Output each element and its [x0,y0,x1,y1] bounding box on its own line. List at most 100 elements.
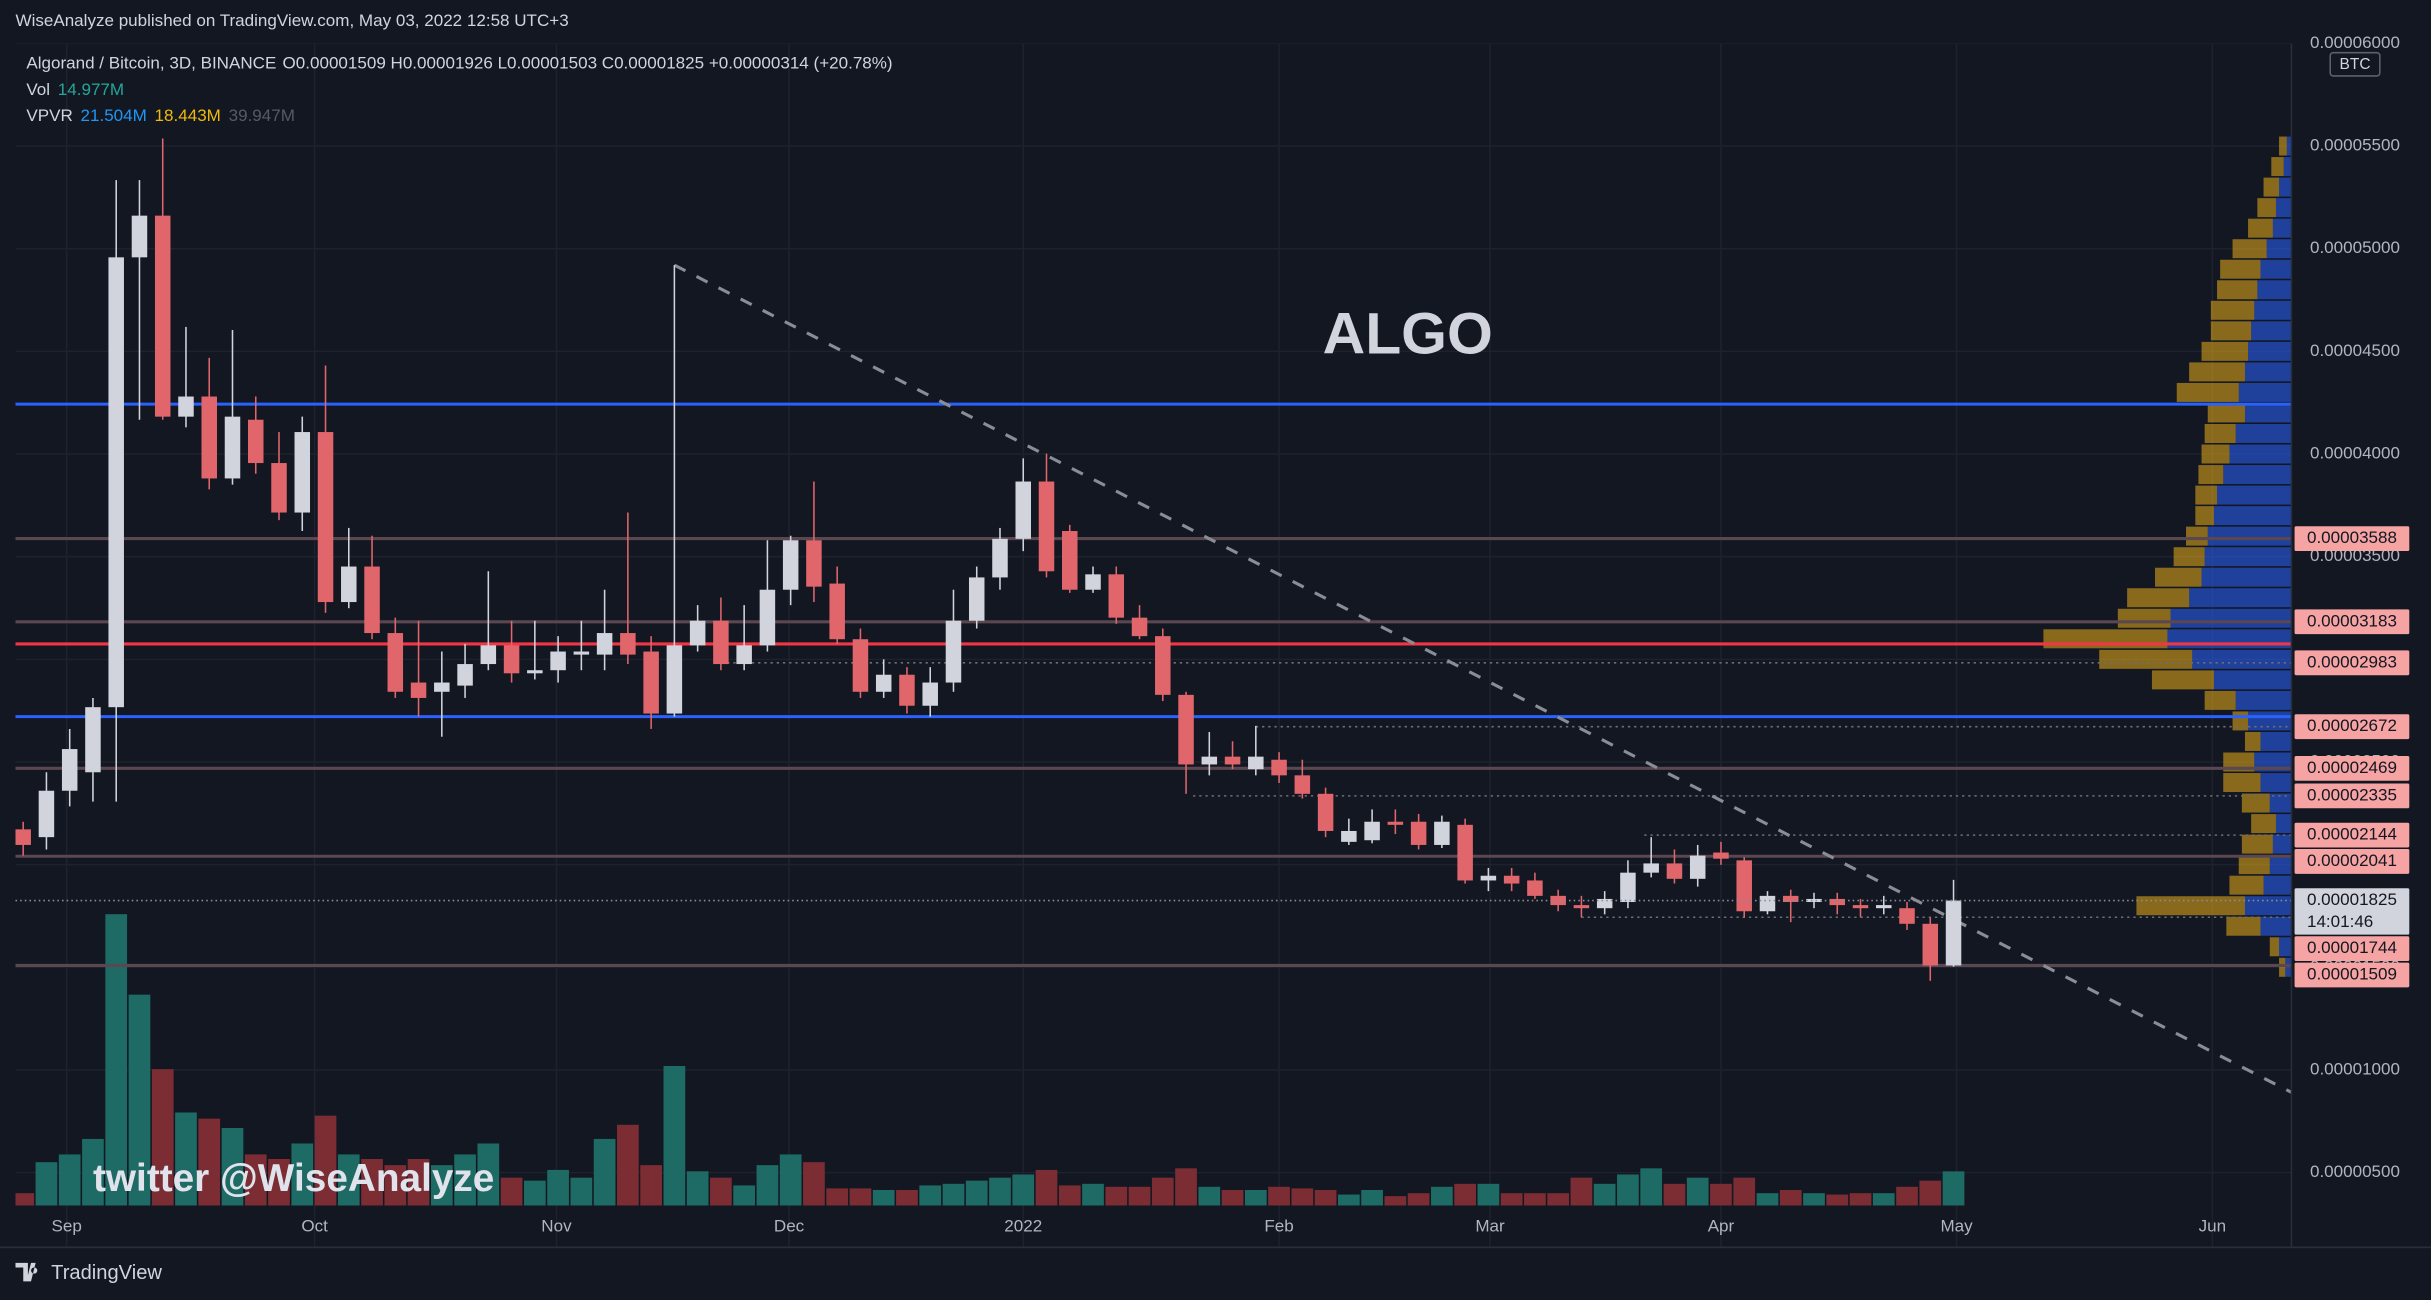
volume-bar [1919,1180,1942,1206]
profile-up [2275,814,2292,834]
candle-body [154,215,171,417]
profile-down [2173,547,2205,567]
candle-body [1155,636,1171,695]
profile-up [2257,280,2292,300]
profile-down [2217,280,2258,300]
volume-bar [175,1112,197,1206]
x-tick-label: 2022 [1004,1217,1042,1236]
profile-up [2189,588,2292,608]
volume-bar [1710,1183,1732,1206]
volume-bar [1896,1186,1918,1206]
profile-up [2204,547,2292,567]
vpvr-up: 21.504M [81,106,147,125]
volume-bar [291,1143,314,1206]
y-tick-label: 0.00001000 [2310,1059,2400,1078]
volume-bar [1686,1177,1709,1206]
candle-body [968,577,985,621]
volume-bar [989,1177,1011,1206]
candle-body [201,396,217,479]
profile-down [2241,834,2273,854]
candle-body [852,639,869,692]
profile-up [2285,957,2292,977]
candle-body [1317,793,1334,831]
candle-body [992,538,1008,578]
volume-bar [105,914,128,1206]
plot-area [15,43,2292,1248]
volume-bar [1058,1185,1081,1206]
profile-up [2251,321,2292,341]
price-label-bg [2294,714,2410,740]
profile-up [2192,649,2292,669]
profile-up [2272,834,2292,854]
candle-body [527,670,543,674]
price-label: 0.00002983 [2307,652,2397,671]
unit: BTC [2340,56,2371,73]
profile-up [2213,670,2292,690]
volume-bar [965,1180,988,1206]
candle-body [1945,900,1962,966]
volume-bar [640,1165,662,1206]
price-label: 0.00002469 [2307,758,2397,777]
candle-body [271,463,287,513]
candle-body [131,215,148,258]
profile-down [2279,136,2287,156]
price-label: 0.00002144 [2307,825,2397,844]
volume-bar [1082,1183,1104,1206]
volume-bar [1198,1186,1221,1206]
volume-bar [454,1154,476,1206]
candle-body [875,674,892,692]
profile-up [2213,506,2292,526]
candle-body [15,829,31,845]
candle-body [829,583,845,640]
profile-down [2198,465,2224,485]
profile-up [2260,916,2292,936]
legend-symbol: Algorand / Bitcoin, 3D, BINANCE O0.000015… [26,53,892,72]
candle-body [1876,905,1892,909]
profile-up [2269,793,2292,813]
volume-bar [733,1185,756,1206]
candle-body [1806,898,1822,903]
volume-bar [779,1154,802,1206]
profile-down [2117,608,2171,628]
candle-body [480,645,497,665]
legend-volume: Vol 14.977M [26,79,124,98]
price-label-bg [2294,888,2410,935]
candle-body [38,790,55,838]
profile-down [2229,875,2264,895]
y-tick-label: 0.00004000 [2310,444,2400,463]
candle-body [85,707,101,773]
volume-bar [221,1127,244,1206]
candle-body [1899,908,1915,924]
profile-up [2235,423,2292,443]
candle-body [1410,821,1427,845]
volume-bar [314,1115,337,1206]
profile-down [2241,793,2270,813]
volume-bar [1105,1186,1128,1206]
price-label: 0.00001825 [2307,890,2397,909]
candle-body [1550,895,1566,906]
candle-body [1759,895,1776,912]
volume-bar [407,1158,430,1206]
brand: TradingView [51,1262,162,1284]
candle-body [1364,821,1380,841]
candle-body [1294,775,1311,794]
volume-bar [1407,1193,1430,1206]
profile-down [2204,690,2236,710]
volume-bar [1244,1189,1267,1206]
profile-down [2248,218,2273,238]
profile-up [2244,403,2292,423]
price-label: 0.00003588 [2307,528,2397,547]
candle-body [364,566,380,634]
profile-down [2195,506,2214,526]
logo [15,1262,38,1282]
volume-bar [1756,1193,1779,1206]
profile-down [2210,300,2255,320]
volume-bar [1500,1193,1523,1206]
profile-down [2226,916,2261,936]
volume-bar [1268,1186,1290,1206]
volume-bar [942,1183,965,1206]
candle-body [1713,852,1729,859]
profile-down [2223,773,2261,793]
